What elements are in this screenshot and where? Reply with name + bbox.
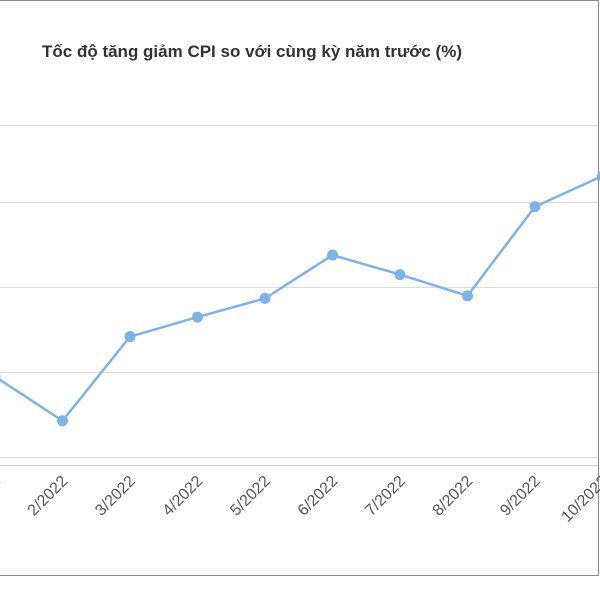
gridlines: [0, 125, 598, 466]
x-tick-label: 6/2022: [295, 473, 342, 520]
data-points: [0, 171, 600, 427]
x-tick-label: 7/2022: [362, 473, 409, 520]
x-tick-label: 4/2022: [160, 473, 207, 520]
data-point-3/2022[interactable]: [124, 331, 136, 343]
data-point-6/2022[interactable]: [327, 249, 338, 261]
data-point-8/2022[interactable]: [462, 290, 473, 302]
data-point-2/2022[interactable]: [57, 415, 68, 427]
data-point-5/2022[interactable]: [259, 292, 271, 304]
x-tick-label: 5/2022: [227, 473, 274, 520]
x-tick-label: 10/2022: [558, 473, 600, 526]
x-tick-label: 1/2022: [0, 473, 4, 520]
x-tick-label: 9/2022: [497, 473, 544, 520]
data-point-7/2022[interactable]: [394, 269, 406, 281]
x-tick-label: 8/2022: [430, 473, 477, 520]
x-tick-label: 3/2022: [92, 473, 139, 520]
data-point-10/2022[interactable]: [597, 171, 600, 182]
x-tick-label: 2/2022: [25, 473, 72, 520]
series-line: [0, 175, 600, 423]
x-tick-labels: 1/2022 2/2022 3/2022 4/2022 5/2022 6/2022 7/20…: [0, 473, 600, 526]
data-point-9/2022[interactable]: [529, 201, 541, 213]
data-point-1/2022[interactable]: [0, 371, 1, 382]
series-polyline: [0, 175, 600, 423]
chart-title: Tốc độ tăng giảm CPI so với cùng kỳ năm …: [42, 42, 462, 61]
data-point-4/2022[interactable]: [192, 311, 203, 323]
